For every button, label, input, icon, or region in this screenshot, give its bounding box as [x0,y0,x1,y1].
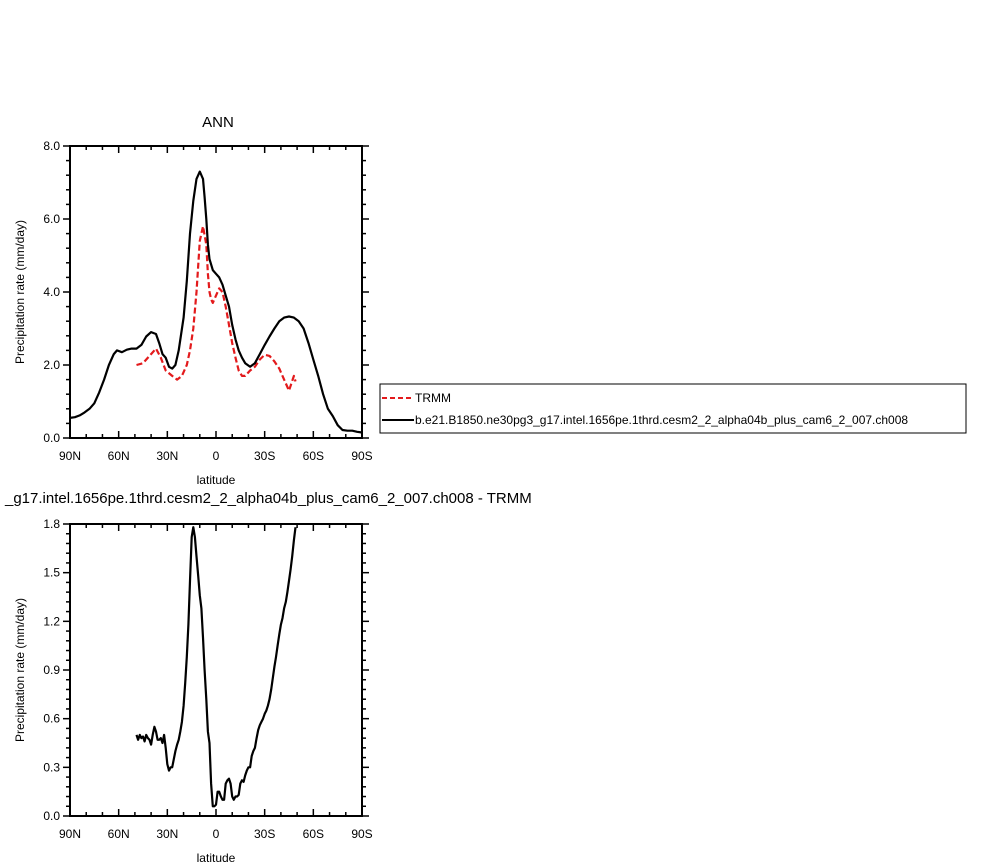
bottom-ytick-label: 1.5 [43,566,60,580]
top-xtick-label: 60N [108,449,130,463]
top-xtick-label: 60S [303,449,324,463]
top-ytick-label: 0.0 [43,431,60,445]
bottom-ytick-label: 0.3 [43,760,60,774]
bottom-panel: _g17.intel.1656pe.1thrd.cesm2_2_alpha04b… [4,490,532,865]
bottom-xtick-label: 60S [303,827,324,841]
top-ytick-label: 8.0 [43,139,60,153]
bottom-xtick-label: 90N [59,827,81,841]
top-xtick-label: 30N [156,449,178,463]
top-xlabel: latitude [197,473,236,487]
bottom-series-difference-line [135,526,297,808]
bottom-ytick-label: 1.8 [43,517,60,531]
top-plot-area: 90N 60N 30N 0 30S 60S 90S 0.0 2.0 4.0 6.0 8.0 [43,139,372,463]
bottom-xtick-label: 30S [254,827,275,841]
bottom-ticks: 90N 60N 30N 0 30S 60S 90S 0.0 0.3 0.6 0.9 1.2 1.5 1.8 [43,517,372,841]
top-series [69,170,363,434]
bottom-xtick-label: 60N [108,827,130,841]
bottom-xlabel: latitude [197,851,236,865]
bottom-xtick-label: 30N [156,827,178,841]
legend: TRMM b.e21.B1850.ne30pg3_g17.intel.1656p… [379,383,967,434]
top-xtick-label: 90N [59,449,81,463]
bottom-xtick-label: 90S [351,827,372,841]
top-ticks: 90N 60N 30N 0 30S 60S 90S 0.0 2.0 4.0 6.0 8.0 [43,139,372,463]
bottom-chart-title: _g17.intel.1656pe.1thrd.cesm2_2_alpha04b… [4,490,532,507]
legend-model-label: b.e21.B1850.ne30pg3_g17.intel.1656pe.1th… [415,413,908,427]
top-xtick-label: 30S [254,449,275,463]
top-xtick-label: 0 [213,449,220,463]
legend-trmm-label: TRMM [415,391,451,405]
bottom-ytick-label: 0.6 [43,712,60,726]
top-series-trmm-line [136,225,297,392]
bottom-xtick-label: 0 [213,827,220,841]
top-panel: ANN 90N 60N 30N 0 30S 60S 90S 0.0 2.0 4.0 6.0 8.0 P… [13,114,967,487]
bottom-ytick-label: 0.0 [43,809,60,823]
top-xtick-label: 90S [351,449,372,463]
top-ytick-label: 2.0 [43,358,60,372]
legend-box [379,383,967,434]
top-ylabel: Precipitation rate (mm/day) [13,220,27,364]
bottom-ytick-label: 1.2 [43,614,60,628]
top-chart-title: ANN [202,114,234,131]
bottom-plot-area: 90N 60N 30N 0 30S 60S 90S 0.0 0.3 0.6 0.9 1.2 1.5 1.8 [43,517,372,841]
bottom-plot-frame [69,523,363,817]
bottom-series [135,526,297,808]
top-plot-frame [69,145,363,439]
top-series-model-line [69,170,363,434]
bottom-ylabel: Precipitation rate (mm/day) [13,598,27,742]
bottom-ytick-label: 0.9 [43,663,60,677]
top-ytick-label: 6.0 [43,212,60,226]
top-ytick-label: 4.0 [43,285,60,299]
